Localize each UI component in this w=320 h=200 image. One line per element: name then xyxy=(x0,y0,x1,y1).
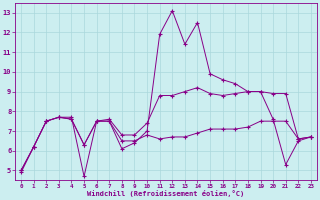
X-axis label: Windchill (Refroidissement éolien,°C): Windchill (Refroidissement éolien,°C) xyxy=(87,190,244,197)
